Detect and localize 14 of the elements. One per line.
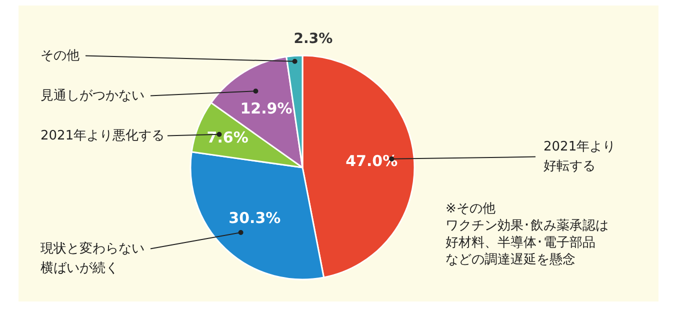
- text: などの調達遅延を懸念: [446, 252, 576, 268]
- slice-label: 2021年より悪化する: [40, 128, 165, 144]
- data-label: 47.0%: [346, 152, 398, 170]
- slice-label: 現状と変わらない横ばいが続く: [40, 240, 144, 276]
- text: ワクチン効果･飲み薬承認は: [446, 218, 608, 234]
- data-label: 30.3%: [228, 208, 281, 227]
- slice-label: その他: [40, 48, 80, 64]
- data-label: 12.9%: [240, 99, 292, 118]
- data-label: 2.3%: [294, 30, 333, 47]
- slice-label: 見通しがつかない: [40, 88, 144, 104]
- data-label: 7.6%: [206, 128, 248, 147]
- text: ※その他: [446, 202, 496, 216]
- slice-label: 2021年より好転する: [544, 140, 616, 174]
- text: 好材料、半導体･電子部品: [446, 236, 596, 250]
